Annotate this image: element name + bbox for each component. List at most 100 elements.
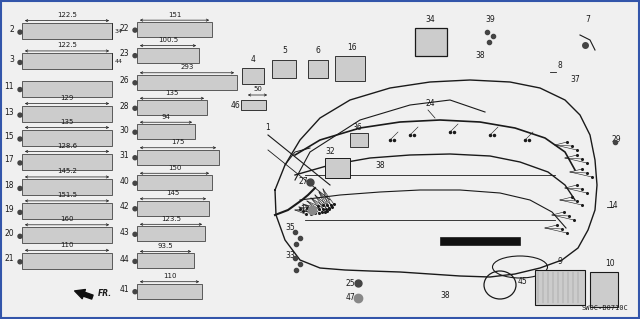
Text: 1: 1 <box>265 123 270 132</box>
Text: 16: 16 <box>347 43 357 52</box>
Circle shape <box>18 30 22 34</box>
Bar <box>22 227 112 243</box>
Text: 160: 160 <box>60 216 74 222</box>
Text: 110: 110 <box>60 242 74 248</box>
Bar <box>137 201 209 216</box>
Circle shape <box>18 210 22 214</box>
Bar <box>22 106 112 122</box>
Circle shape <box>133 156 137 160</box>
Text: 30: 30 <box>119 126 129 135</box>
Circle shape <box>18 87 22 92</box>
Bar <box>22 180 112 196</box>
Circle shape <box>18 186 22 190</box>
Bar <box>22 54 112 70</box>
Text: 128.6: 128.6 <box>57 143 77 149</box>
Text: 100.5: 100.5 <box>158 37 178 43</box>
Text: 50: 50 <box>253 86 262 92</box>
Text: 4: 4 <box>251 55 255 64</box>
Text: 6: 6 <box>316 46 321 55</box>
Bar <box>22 154 112 170</box>
Text: 43: 43 <box>119 228 129 237</box>
Text: 33: 33 <box>285 250 295 259</box>
Text: 135: 135 <box>60 119 74 125</box>
Bar <box>137 48 199 63</box>
Text: 122.5: 122.5 <box>57 12 77 18</box>
Text: 32: 32 <box>325 147 335 157</box>
Text: 11: 11 <box>4 82 14 91</box>
Text: 8: 8 <box>558 61 563 70</box>
Text: 21: 21 <box>4 254 14 263</box>
Text: 17: 17 <box>4 155 14 164</box>
Text: 9: 9 <box>557 257 563 266</box>
Bar <box>335 56 365 81</box>
Text: 150: 150 <box>168 165 181 171</box>
Text: 20: 20 <box>4 229 14 238</box>
Text: 2: 2 <box>9 25 14 33</box>
Text: 7: 7 <box>586 15 591 24</box>
Bar <box>325 158 350 178</box>
Text: 5: 5 <box>283 46 287 55</box>
Circle shape <box>133 181 137 185</box>
Bar <box>22 253 112 269</box>
Text: 24: 24 <box>425 99 435 108</box>
Bar <box>535 270 585 305</box>
Text: 47: 47 <box>345 293 355 302</box>
Text: 22: 22 <box>120 24 129 33</box>
Bar <box>137 150 219 165</box>
Text: 41: 41 <box>120 285 129 294</box>
Bar <box>137 175 212 190</box>
Text: 44: 44 <box>115 59 123 64</box>
Text: 37: 37 <box>570 76 580 85</box>
Text: 38: 38 <box>475 51 485 60</box>
Text: 35: 35 <box>285 224 295 233</box>
Bar <box>137 75 237 90</box>
Text: 27: 27 <box>298 177 308 187</box>
Text: 12: 12 <box>301 205 310 214</box>
Bar <box>440 237 520 245</box>
Bar <box>22 130 112 146</box>
Circle shape <box>18 161 22 165</box>
Circle shape <box>133 106 137 110</box>
Text: 34: 34 <box>115 29 123 33</box>
Bar <box>241 100 266 110</box>
Circle shape <box>133 259 137 263</box>
Bar <box>308 60 328 78</box>
Text: 39: 39 <box>485 15 495 24</box>
Bar <box>22 81 112 97</box>
Bar <box>137 100 207 115</box>
Circle shape <box>133 54 137 58</box>
Bar <box>22 23 112 39</box>
Text: 38: 38 <box>375 161 385 170</box>
Bar <box>350 133 368 147</box>
Text: 129: 129 <box>60 95 74 101</box>
Text: 46: 46 <box>230 100 240 109</box>
Text: 151: 151 <box>168 11 181 18</box>
Bar <box>137 22 212 37</box>
Bar <box>22 204 112 219</box>
Text: 19: 19 <box>4 205 14 214</box>
Text: 10: 10 <box>605 259 615 268</box>
Text: 34: 34 <box>425 15 435 24</box>
Circle shape <box>133 290 137 294</box>
Circle shape <box>18 260 22 264</box>
Text: 93.5: 93.5 <box>157 243 173 249</box>
Circle shape <box>133 207 137 211</box>
Bar <box>415 28 447 56</box>
Bar <box>590 272 618 307</box>
Text: 15: 15 <box>4 131 14 140</box>
Text: 175: 175 <box>172 139 185 145</box>
Text: 123.5: 123.5 <box>161 216 181 222</box>
Bar <box>137 124 195 139</box>
Circle shape <box>18 137 22 141</box>
Circle shape <box>18 60 22 64</box>
Circle shape <box>133 28 137 32</box>
Text: 36: 36 <box>352 123 362 132</box>
Text: 25: 25 <box>346 278 355 287</box>
Text: 122.5: 122.5 <box>57 42 77 48</box>
Text: 31: 31 <box>120 151 129 160</box>
Text: 42: 42 <box>120 202 129 211</box>
Text: 40: 40 <box>119 177 129 186</box>
Text: 28: 28 <box>120 102 129 111</box>
Circle shape <box>18 113 22 117</box>
Text: 45: 45 <box>518 278 528 286</box>
